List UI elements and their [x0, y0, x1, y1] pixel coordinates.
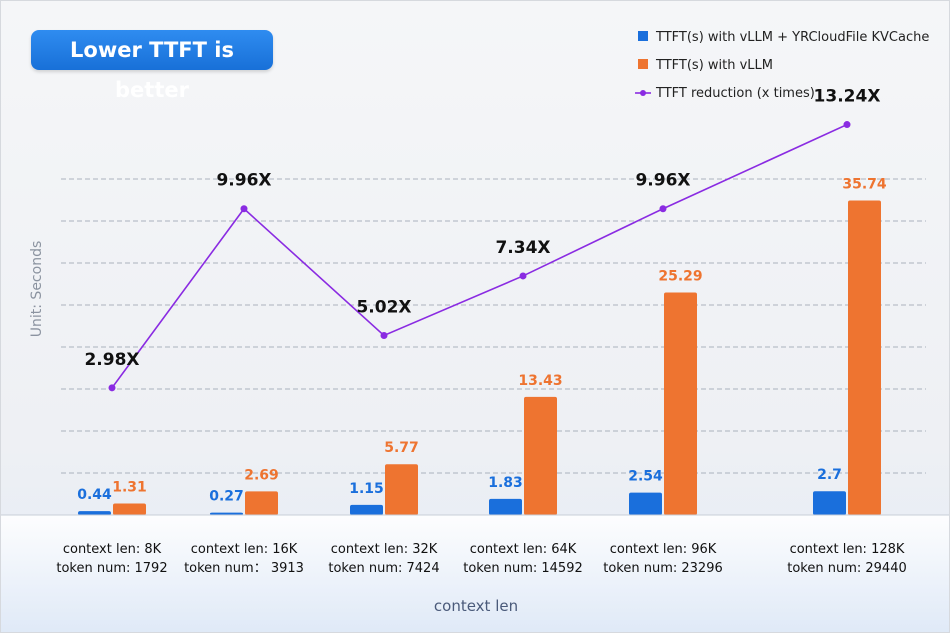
- legend-label-ttft-reduction: TTFT reduction (x times): [655, 86, 815, 101]
- line-label-ttft-reduction: 2.98X: [84, 350, 139, 370]
- x-tick-label-context: context len: 16K: [191, 542, 298, 557]
- bar-label-kvcache: 1.15: [349, 481, 384, 497]
- x-tick-label-context: context len: 64K: [470, 542, 577, 557]
- line-label-ttft-reduction: 9.96X: [216, 171, 271, 191]
- bar-label-vllm: 13.43: [518, 373, 562, 389]
- line-label-ttft-reduction: 7.34X: [495, 238, 550, 258]
- bar-kvcache: [78, 511, 111, 515]
- line-point-ttft-reduction: [380, 331, 388, 339]
- legend-swatch-kvcache: [638, 31, 648, 41]
- line-point-ttft-reduction: [843, 121, 851, 129]
- x-tick-label-tokens: token num: 1792: [56, 561, 167, 576]
- bar-label-kvcache: 0.27: [209, 489, 244, 505]
- bar-kvcache: [629, 492, 662, 515]
- legend-swatch-vllm: [638, 59, 648, 69]
- legend-label-kvcache: TTFT(s) with vLLM + YRCloudFile KVCache: [655, 30, 929, 45]
- x-axis-band: [1, 515, 949, 632]
- x-tick-label-tokens: token num: 7424: [328, 561, 439, 576]
- bar-label-kvcache: 0.44: [77, 487, 112, 503]
- line-label-ttft-reduction: 9.96X: [635, 171, 690, 191]
- bar-vllm: [524, 396, 557, 515]
- x-tick-label-tokens: token num: 14592: [463, 561, 583, 576]
- bar-label-vllm: 1.31: [112, 479, 147, 495]
- chart-title: Lower TTFT is better: [31, 30, 273, 102]
- y-axis-label: Unit: Seconds: [29, 241, 45, 337]
- bar-label-vllm: 25.29: [658, 268, 702, 284]
- bar-label-kvcache: 2.7: [817, 467, 842, 483]
- bar-vllm: [245, 491, 278, 515]
- bar-vllm: [113, 503, 146, 515]
- bar-label-kvcache: 2.54: [628, 469, 663, 485]
- bar-kvcache: [813, 491, 846, 515]
- bar-vllm: [664, 292, 697, 515]
- line-point-ttft-reduction: [519, 272, 527, 280]
- legend-marker-ttft-reduction: [640, 90, 646, 96]
- x-tick-label-context: context len: 8K: [63, 542, 162, 557]
- line-ttft-reduction: [111, 123, 848, 389]
- x-tick-label-context: context len: 32K: [331, 542, 438, 557]
- bar-label-kvcache: 1.83: [488, 475, 523, 491]
- line-point-ttft-reduction: [108, 384, 116, 392]
- x-tick-label-tokens: token num: 23296: [603, 561, 723, 576]
- line-point-ttft-reduction: [659, 205, 667, 213]
- legend-label-vllm: TTFT(s) with vLLM: [655, 58, 773, 73]
- bar-vllm: [385, 464, 418, 515]
- bar-vllm: [848, 200, 881, 515]
- line-label-ttft-reduction: 5.02X: [356, 297, 411, 317]
- x-tick-label-context: context len: 96K: [610, 542, 717, 557]
- bar-label-vllm: 2.69: [244, 467, 279, 483]
- bar-kvcache: [489, 498, 522, 515]
- x-tick-label-tokens: token num： 3913: [184, 561, 304, 576]
- x-tick-label-tokens: token num: 29440: [787, 561, 907, 576]
- x-tick-label-context: context len: 128K: [790, 542, 905, 557]
- line-label-ttft-reduction: 13.24X: [814, 87, 881, 107]
- bar-label-vllm: 5.77: [384, 440, 419, 456]
- bar-label-vllm: 35.74: [842, 176, 887, 192]
- bar-kvcache: [350, 504, 383, 515]
- line-point-ttft-reduction: [240, 205, 248, 213]
- x-axis-title: context len: [433, 597, 519, 615]
- bar-kvcache: [210, 512, 243, 515]
